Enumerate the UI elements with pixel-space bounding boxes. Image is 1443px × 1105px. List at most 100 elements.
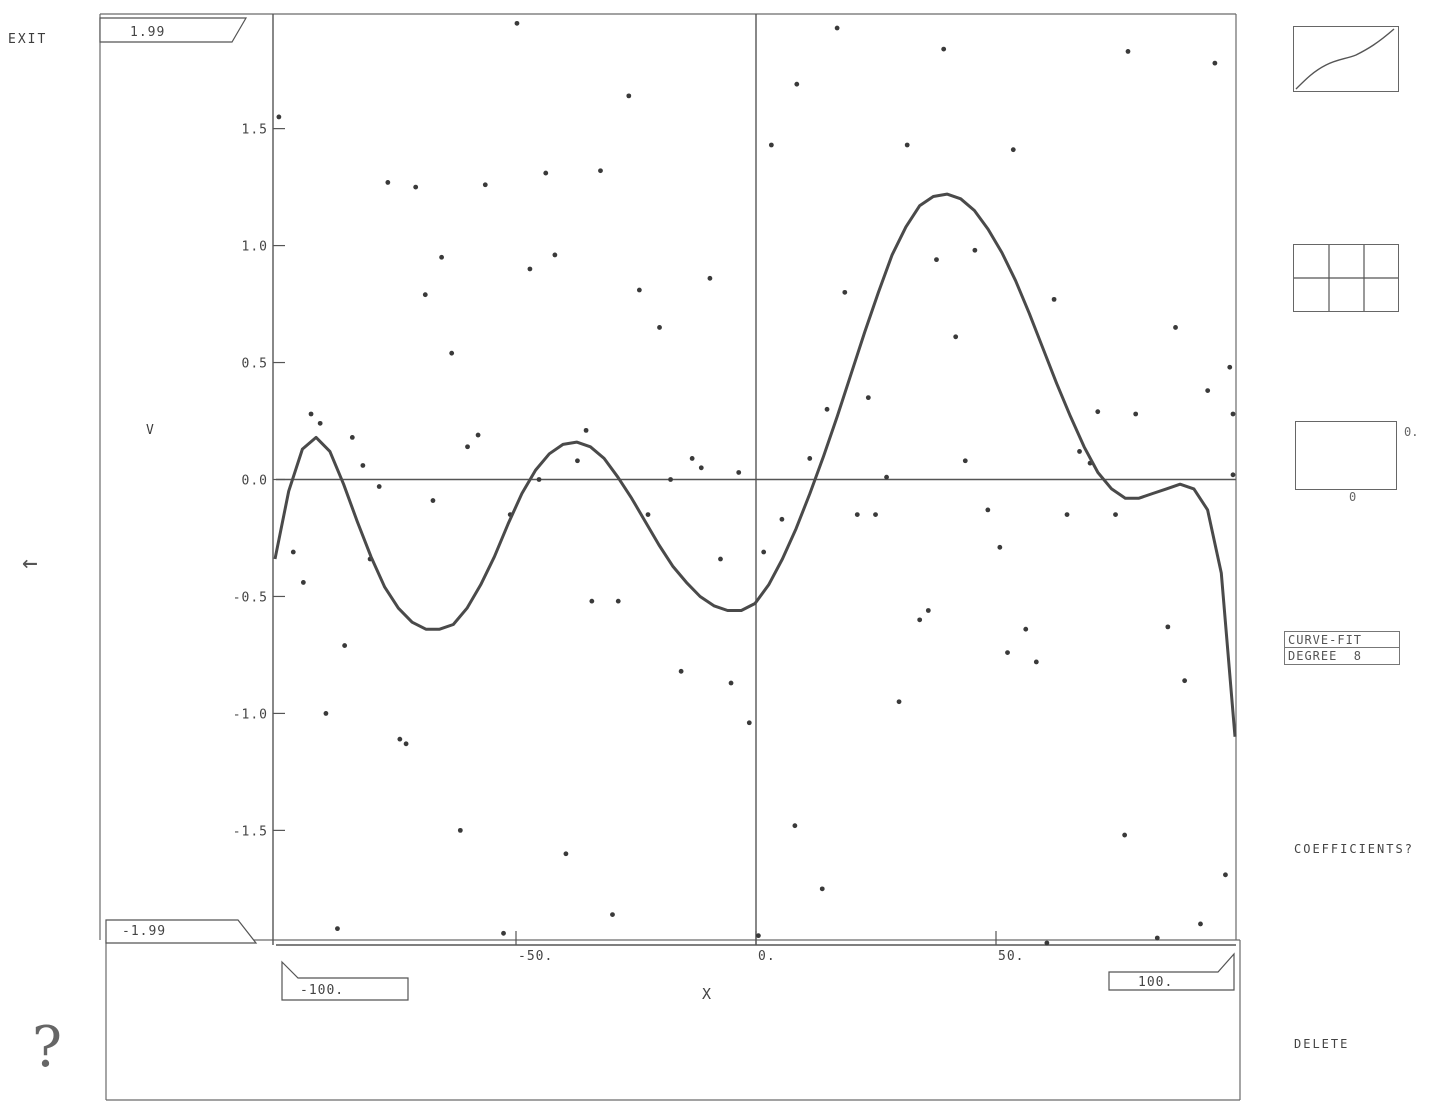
y-ticks: 1.5 1.0 0.5 0.0 -0.5 -1.0 -1.5	[233, 123, 285, 839]
data-point	[756, 933, 761, 939]
data-point	[482, 182, 488, 188]
y-min-value: -1.99	[122, 924, 166, 939]
data-point	[376, 484, 382, 489]
data-point	[698, 465, 704, 471]
help-icon[interactable]: ?	[32, 1015, 63, 1080]
data-point	[403, 741, 409, 747]
data-point	[449, 350, 455, 356]
delete-button[interactable]: DELETE	[1294, 1037, 1350, 1051]
plot-area[interactable]: 1.51.00.50.0-0.5-1.0-1.5 -50. 0. 50. 1.99 …	[0, 0, 1250, 1105]
y-min-tag[interactable]: -1.99	[105, 919, 258, 944]
data-point	[1154, 935, 1160, 941]
range-right-label: 0.	[1404, 425, 1419, 439]
y-max-tag[interactable]: 1.99	[99, 17, 248, 43]
data-point	[1033, 659, 1039, 665]
data-point	[736, 470, 742, 475]
fit-curve	[273, 192, 1237, 737]
data-point	[904, 142, 910, 148]
data-point	[1182, 678, 1188, 684]
data-point	[896, 699, 902, 705]
data-point	[413, 184, 419, 190]
data-point	[834, 25, 840, 31]
data-point	[1077, 449, 1082, 454]
data-point	[323, 711, 329, 716]
data-point	[465, 444, 470, 450]
data-point	[1230, 411, 1236, 417]
data-point	[1230, 472, 1236, 478]
x-axis-label: X	[702, 985, 712, 1003]
data-point	[501, 930, 506, 936]
data-point	[514, 20, 520, 26]
data-point	[1064, 512, 1070, 517]
y-tick-label: 1.0	[242, 240, 268, 255]
data-point	[1227, 364, 1233, 370]
y-tick-label: -0.5	[233, 590, 268, 605]
data-point	[645, 512, 651, 517]
data-point	[761, 549, 767, 555]
data-point	[854, 512, 860, 517]
data-point	[884, 474, 889, 480]
data-point	[575, 458, 580, 464]
data-point	[552, 252, 558, 258]
x-max-tag[interactable]: 100.	[1108, 952, 1235, 991]
x-min-tag[interactable]: -100.	[281, 960, 409, 1001]
data-point	[746, 720, 752, 726]
data-point	[792, 823, 798, 829]
curve-fit-label[interactable]: CURVE-FIT	[1284, 631, 1400, 648]
scatter-points	[276, 20, 1236, 946]
data-point	[349, 434, 355, 440]
data-point	[689, 456, 695, 461]
exit-button[interactable]: EXIT	[8, 32, 48, 47]
grid-toggle-button[interactable]	[1293, 244, 1399, 312]
data-point	[583, 427, 589, 433]
data-point	[668, 477, 673, 482]
data-point	[335, 926, 340, 932]
data-point	[934, 257, 939, 263]
data-point	[1095, 409, 1101, 415]
curve-icon	[1295, 28, 1395, 90]
data-point	[610, 912, 615, 917]
data-point	[1133, 411, 1139, 417]
data-point	[290, 549, 296, 555]
data-point	[1205, 388, 1211, 394]
y-max-value: 1.99	[130, 25, 165, 40]
data-point	[707, 275, 713, 281]
data-point	[718, 556, 723, 562]
axis-range-button[interactable]	[1295, 421, 1397, 490]
data-point	[385, 180, 391, 185]
back-arrow-icon[interactable]: ←	[22, 548, 38, 578]
data-point	[397, 736, 403, 742]
data-point	[941, 46, 947, 52]
data-point	[678, 668, 684, 674]
data-point	[824, 406, 830, 412]
data-point	[636, 287, 642, 293]
data-point	[276, 114, 282, 120]
data-point	[925, 608, 931, 613]
y-tick-label: 1.5	[242, 123, 268, 138]
data-point	[1223, 872, 1228, 878]
x-min-value: -100.	[300, 983, 344, 998]
coefficients-button[interactable]: COEFFICIENTS?	[1294, 842, 1414, 856]
y-tick-label: 0.0	[242, 474, 268, 489]
data-point	[563, 851, 569, 857]
degree-field[interactable]: DEGREE 8	[1284, 648, 1400, 665]
data-point	[1044, 940, 1050, 946]
data-point	[536, 477, 542, 482]
y-tick-label: -1.0	[233, 707, 268, 722]
data-point	[865, 395, 871, 401]
x-max-value: 100.	[1138, 975, 1173, 990]
curve-mode-button[interactable]	[1293, 26, 1399, 92]
data-point	[794, 81, 800, 87]
data-point	[768, 142, 774, 148]
data-point	[1165, 624, 1171, 630]
data-point	[728, 680, 734, 686]
grid-icon	[1294, 245, 1398, 311]
data-point	[589, 598, 595, 604]
data-point	[300, 580, 306, 585]
curve-fit-panel[interactable]: CURVE-FIT DEGREE 8	[1284, 631, 1400, 665]
data-point	[842, 289, 848, 295]
data-point	[807, 456, 813, 461]
data-point	[779, 516, 785, 522]
data-point	[615, 598, 621, 604]
data-point	[819, 886, 825, 892]
